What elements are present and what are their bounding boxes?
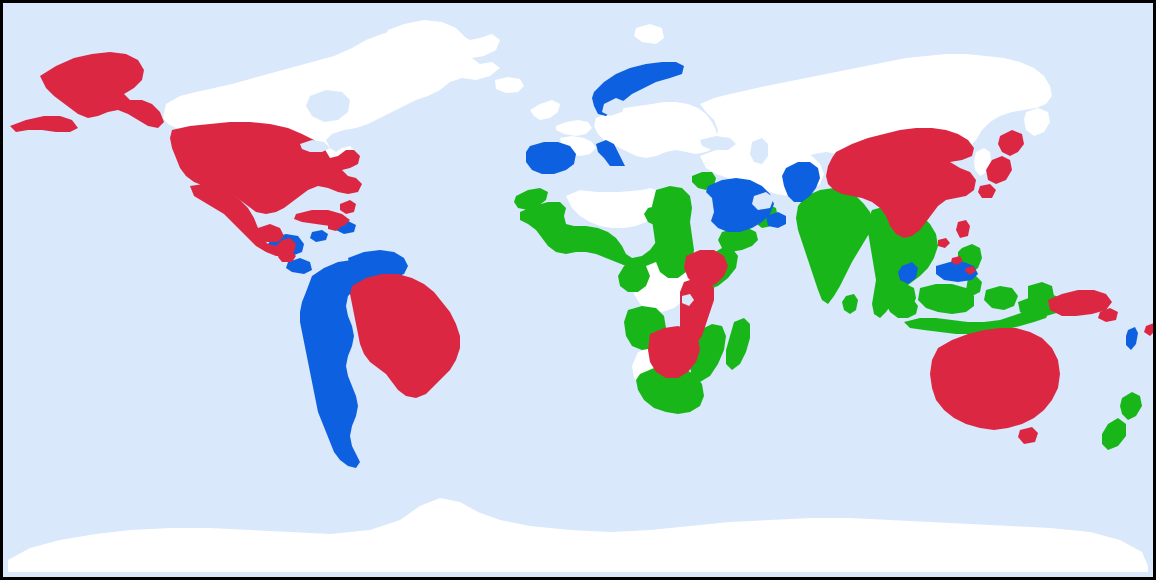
lake-great-lakes (300, 140, 330, 152)
region-yemen-oman (718, 228, 758, 252)
regions-green (514, 172, 1142, 450)
sea-black-sea (700, 136, 736, 150)
land-kamchatka (1024, 108, 1050, 136)
region-china (826, 128, 976, 238)
region-haiti (328, 221, 342, 231)
region-indonesia (886, 282, 1054, 334)
region-australia (930, 328, 1060, 430)
region-mexico (190, 184, 296, 256)
region-uae (766, 212, 786, 228)
bay-hudson (306, 90, 350, 122)
region-panama (286, 258, 312, 274)
region-nile-corridor (652, 186, 694, 278)
region-venezuela (348, 250, 408, 278)
region-southern-africa (636, 366, 704, 414)
region-papua-new-guinea (1048, 290, 1112, 316)
sea-persian-gulf (752, 192, 774, 210)
region-japan (978, 130, 1024, 198)
land-north-africa-unmarked (566, 184, 662, 228)
land-svalbard (634, 24, 664, 44)
region-costa-rica (278, 250, 296, 262)
region-malaysia-borneo (936, 262, 978, 282)
sea-mediterranean (560, 166, 668, 192)
lake-caspian (750, 138, 768, 164)
land-iceland (495, 77, 524, 93)
land-antarctica (8, 498, 1148, 572)
region-taiwan (956, 220, 970, 238)
lake-victoria (682, 294, 694, 306)
region-west-africa (520, 202, 672, 268)
region-jamaica (310, 230, 328, 242)
region-vanuatu (1126, 327, 1138, 350)
region-congo-gabon (618, 262, 650, 292)
region-indochina (868, 206, 938, 318)
region-madagascar (726, 318, 750, 370)
region-guatemala (258, 224, 284, 242)
region-tasmania (1018, 427, 1038, 444)
region-pakistan (782, 162, 820, 202)
region-morocco (514, 188, 548, 210)
region-bahamas (340, 200, 356, 214)
region-hispanic-south-america (300, 260, 402, 468)
land-europe-unmarked (530, 100, 718, 158)
region-saudi-arabia (704, 178, 774, 232)
region-alaska (10, 52, 164, 132)
land-greenland (380, 20, 468, 88)
inland-waters (300, 90, 774, 306)
region-sri-lanka (842, 294, 858, 314)
land-russia (700, 54, 1052, 160)
region-south-china-islets (938, 238, 976, 275)
sea-red-sea (694, 190, 714, 228)
region-solomon-islands (1098, 308, 1118, 322)
region-brazil (350, 274, 460, 398)
sea-baltic (602, 98, 626, 116)
region-india (796, 188, 872, 304)
region-malaysia-peninsula (898, 262, 918, 284)
region-zambia-zimbabwe (648, 326, 700, 378)
region-new-zealand (1102, 392, 1142, 450)
region-iberia (526, 142, 576, 174)
